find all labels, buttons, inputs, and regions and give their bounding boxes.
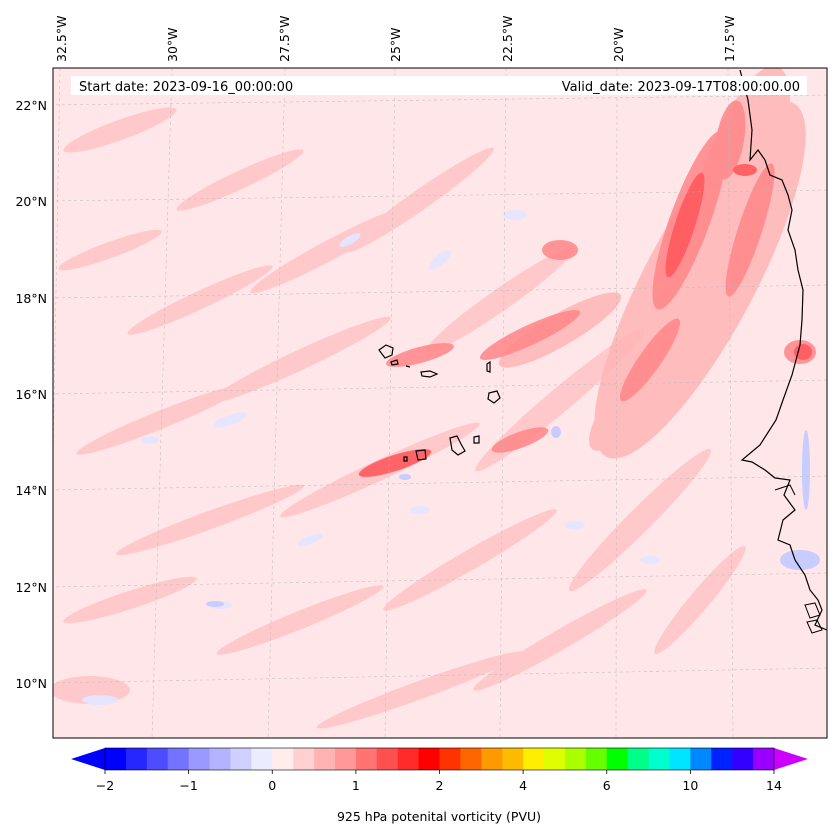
pv-negative-patches [82,210,660,705]
lon-label-17-5w: 17.5°W [722,16,737,62]
lat-label-20n: 20°N [15,194,47,209]
colorbar-segment [334,748,357,770]
colorbar-segment [272,748,294,770]
colorbar-label: 925 hPa potenital vorticity (PVU) [337,809,541,824]
pv-field [53,68,827,738]
lat-label-22n: 22°N [15,98,47,113]
map-frame [52,67,828,739]
colorbar-segment [544,748,566,770]
lon-label-27-5w: 27.5°W [277,16,292,62]
colorbar-segment [167,748,190,770]
lon-label-20w: 20°W [611,27,626,62]
colorbar-segment [627,748,650,770]
colorbar-segment [146,748,169,770]
colorbar-tick-label: −2 [96,778,114,793]
colorbar-tick-label: 6 [603,778,611,793]
lat-label-16n: 16°N [15,387,47,402]
cape-verde-islands [378,344,501,462]
colorbar-segment [606,748,629,770]
colorbar-segment [732,748,754,770]
colorbar-segment [502,748,524,770]
colorbar-segment [251,748,273,770]
lat-label-14n: 14°N [15,483,47,498]
lat-label-10n: 10°N [15,676,47,691]
lon-label-30w: 30°W [165,27,180,62]
colorbar-segment [481,748,503,770]
colorbar-segment [460,748,482,770]
colorbar-tick-label: 0 [268,778,276,793]
colorbar-segment [753,748,775,770]
colorbar-segment [669,748,691,770]
colorbar-segment [585,748,608,770]
colorbar-segment [314,748,336,770]
date-label-box [71,76,807,95]
colorbar-tick-label: 1 [352,778,360,793]
colorbar-segment [648,748,670,770]
graticule [53,68,827,738]
colorbar-segment [105,748,127,770]
colorbar-tick-label: 4 [519,778,527,793]
colorbar-segment [230,748,252,770]
valid-date-label: Valid_date: 2023-09-17T08:00:00.00 [562,80,800,95]
colorbar-under-arrow [71,748,105,770]
start-date-label: Start date: 2023-09-16_00:00:00 [79,80,293,95]
colorbar-tick-label: 2 [436,778,444,793]
colorbar-segment [397,748,420,770]
colorbar-segment [418,748,440,770]
colorbar-segments [105,748,775,770]
pv-negative-cores [206,426,820,607]
colorbar-segment [293,748,315,770]
lon-label-22-5w: 22.5°W [500,16,515,62]
colorbar-segment [355,748,378,770]
colorbar-tick-label: 14 [766,778,782,793]
colorbar-ticks: −2 −1 0 1 2 4 6 10 14 [96,770,782,793]
colorbar-segment [376,748,399,770]
lat-label-12n: 12°N [15,580,47,595]
africa-coastline [739,69,827,631]
colorbar-segment [711,748,733,770]
colorbar-segment [564,748,587,770]
lon-label-25w: 25°W [388,27,403,62]
colorbar-segment [209,748,231,770]
colorbar: −2 −1 0 1 2 4 6 10 14 925 hPa potenital vorticit… [71,747,808,824]
colorbar-segment [125,748,148,770]
colorbar-segment [188,748,211,770]
colorbar-tick-label: 10 [682,778,698,793]
colorbar-tick-label: −1 [179,778,197,793]
lat-label-18n: 18°N [15,291,47,306]
pv-streaks-strong [358,164,812,477]
colorbar-segment [690,748,712,770]
lon-label-32-5w: 32.5°W [54,16,69,62]
colorbar-segment [523,748,545,770]
colorbar-segment [439,748,461,770]
colorbar-over-arrow [774,748,808,770]
